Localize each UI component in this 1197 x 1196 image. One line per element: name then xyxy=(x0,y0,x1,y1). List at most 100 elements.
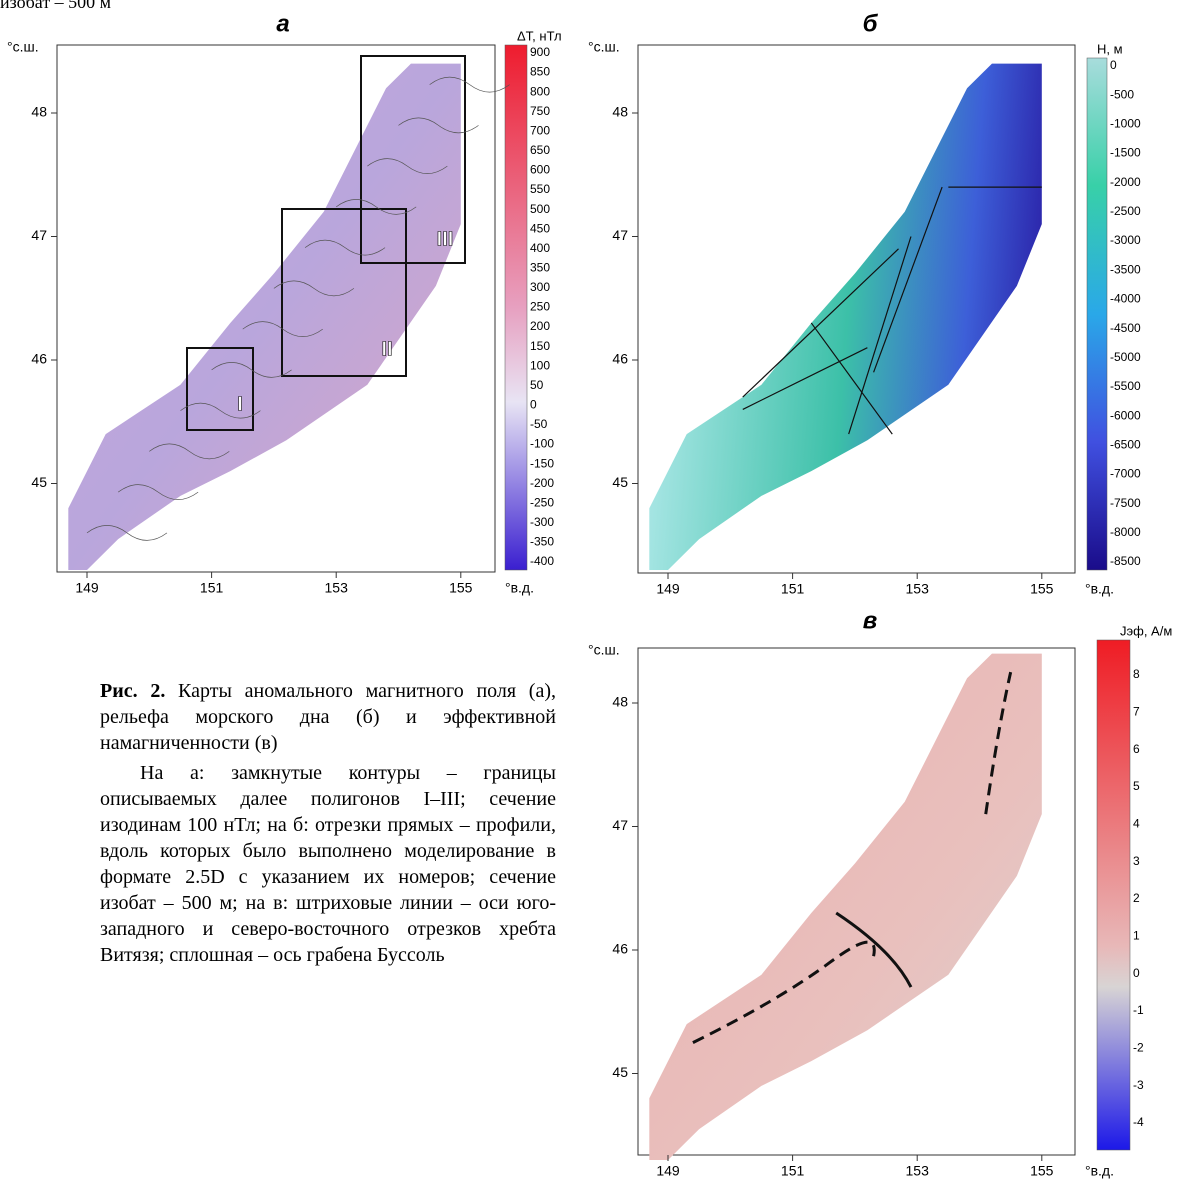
colorbar-label: 1 xyxy=(1133,929,1140,943)
profile-line xyxy=(873,186,943,373)
colorbar-title: ΔT, нТл xyxy=(517,28,562,43)
lon-tick-label: 153 xyxy=(906,1163,930,1179)
lat-tick-label: 48 xyxy=(31,104,47,120)
lon-tick-label: 151 xyxy=(781,581,805,597)
colorbar xyxy=(504,44,528,571)
colorbar-label: -3000 xyxy=(1110,233,1141,247)
colorbar-label: 7 xyxy=(1133,705,1140,719)
profile-line xyxy=(742,347,868,410)
lat-tick-label: 46 xyxy=(612,351,628,367)
lon-unit: °в.д. xyxy=(505,580,534,596)
contour xyxy=(149,443,230,460)
colorbar-label: -300 xyxy=(530,515,554,529)
colorbar-label: -3500 xyxy=(1110,262,1141,276)
map-area xyxy=(649,63,1042,570)
lon-tick-label: 149 xyxy=(656,1163,680,1179)
colorbar-label: 350 xyxy=(530,261,550,275)
colorbar-label: 700 xyxy=(530,123,550,137)
profile-line xyxy=(848,236,912,435)
lat-tick-label: 46 xyxy=(612,941,628,957)
contour xyxy=(429,76,510,93)
lat-tick-label: 45 xyxy=(612,1064,628,1080)
lat-tick-label: 47 xyxy=(612,817,628,833)
lat-tick-label: 45 xyxy=(31,474,47,490)
colorbar-label: -3 xyxy=(1133,1078,1144,1092)
map-area xyxy=(649,653,1042,1160)
colorbar-label: 100 xyxy=(530,358,550,372)
polygon-label: III xyxy=(437,228,454,250)
colorbar-label: -2 xyxy=(1133,1041,1144,1055)
polygon-box xyxy=(186,347,254,431)
lat-tick-label: 48 xyxy=(612,694,628,710)
colorbar-label: 750 xyxy=(530,104,550,118)
panel-label: в xyxy=(863,607,878,634)
graben-axis xyxy=(835,911,913,988)
colorbar-label: -350 xyxy=(530,535,554,549)
colorbar-label: -6000 xyxy=(1110,408,1141,422)
lat-unit: °с.ш. xyxy=(588,39,620,55)
colorbar-label: -4500 xyxy=(1110,321,1141,335)
panel-label: б xyxy=(863,10,879,37)
colorbar-label: -150 xyxy=(530,456,554,470)
colorbar-label: 4 xyxy=(1133,817,1140,831)
caption: Рис. 2. Карты аномального магнитного пол… xyxy=(100,678,556,968)
colorbar-label: -1500 xyxy=(1110,146,1141,160)
colorbar-label: -8500 xyxy=(1110,554,1141,568)
colorbar-label: -100 xyxy=(530,437,554,451)
colorbar-label: 650 xyxy=(530,143,550,157)
colorbar-label: -50 xyxy=(530,417,548,431)
colorbar-label: 800 xyxy=(530,84,550,98)
colorbar-label: 0 xyxy=(1110,58,1117,72)
colorbar-label: -6500 xyxy=(1110,437,1141,451)
lon-tick-label: 155 xyxy=(1030,1163,1054,1179)
lat-tick-label: 48 xyxy=(612,104,628,120)
contour xyxy=(304,239,386,256)
colorbar-label: 600 xyxy=(530,163,550,177)
lon-tick-label: 153 xyxy=(906,581,930,597)
polygon-label: I xyxy=(237,393,243,415)
contour xyxy=(273,280,355,297)
top-cut-text: изобат – 500 м xyxy=(0,0,111,12)
lon-tick-label: 149 xyxy=(656,581,680,597)
contour xyxy=(180,402,261,419)
lon-tick-label: 151 xyxy=(781,1163,805,1179)
lat-tick-label: 47 xyxy=(31,227,47,243)
colorbar-title: H, м xyxy=(1097,41,1123,56)
colorbar-label: 500 xyxy=(530,202,550,216)
lat-tick-label: 47 xyxy=(612,227,628,243)
colorbar-label: 2 xyxy=(1133,891,1140,905)
contour xyxy=(86,525,168,541)
map-area xyxy=(68,63,461,570)
lon-unit: °в.д. xyxy=(1085,1163,1114,1179)
colorbar-label: -1 xyxy=(1133,1003,1144,1017)
lat-tick-label: 45 xyxy=(612,474,628,490)
colorbar-label: 200 xyxy=(530,319,550,333)
contour xyxy=(211,362,292,378)
colorbar-label: -2500 xyxy=(1110,204,1141,218)
colorbar-label: -5000 xyxy=(1110,350,1141,364)
lat-unit: °с.ш. xyxy=(7,39,39,55)
colorbar-label: -2000 xyxy=(1110,175,1141,189)
caption-note: На а: замкнутые контуры – границы описыв… xyxy=(100,762,556,966)
caption-text: Карты аномального магнитного поля (а), р… xyxy=(100,680,556,754)
lat-tick-label: 46 xyxy=(31,351,47,367)
lon-tick-label: 151 xyxy=(200,580,224,596)
contour xyxy=(398,117,479,134)
profile-line xyxy=(810,322,893,435)
contour xyxy=(242,321,323,337)
colorbar xyxy=(1086,57,1108,571)
colorbar-label: 400 xyxy=(530,241,550,255)
ridge-axis xyxy=(984,671,1013,815)
colorbar-label: -4000 xyxy=(1110,292,1141,306)
colorbar-label: 250 xyxy=(530,300,550,314)
colorbar-label: -200 xyxy=(530,476,554,490)
colorbar-label: -4 xyxy=(1133,1115,1144,1129)
colorbar-label: 0 xyxy=(530,398,537,412)
caption-lead: Рис. 2. xyxy=(100,680,166,702)
profile-line xyxy=(742,248,899,398)
lon-unit: °в.д. xyxy=(1085,581,1114,597)
lat-unit: °с.ш. xyxy=(588,642,620,658)
colorbar-label: 3 xyxy=(1133,854,1140,868)
polygon-box xyxy=(360,55,466,264)
